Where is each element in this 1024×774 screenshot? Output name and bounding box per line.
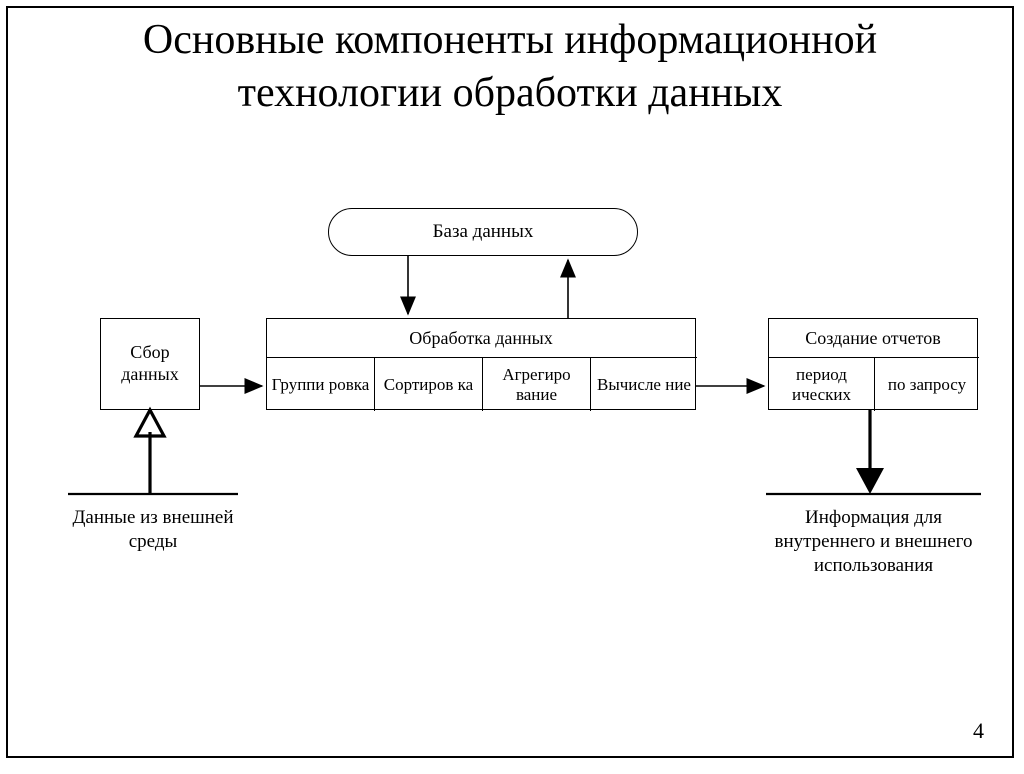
edge-extin-to-collect	[136, 410, 164, 494]
edge-report-to-extout	[856, 410, 884, 494]
page-number: 4	[973, 718, 984, 744]
diagram-edges	[8, 8, 1012, 756]
